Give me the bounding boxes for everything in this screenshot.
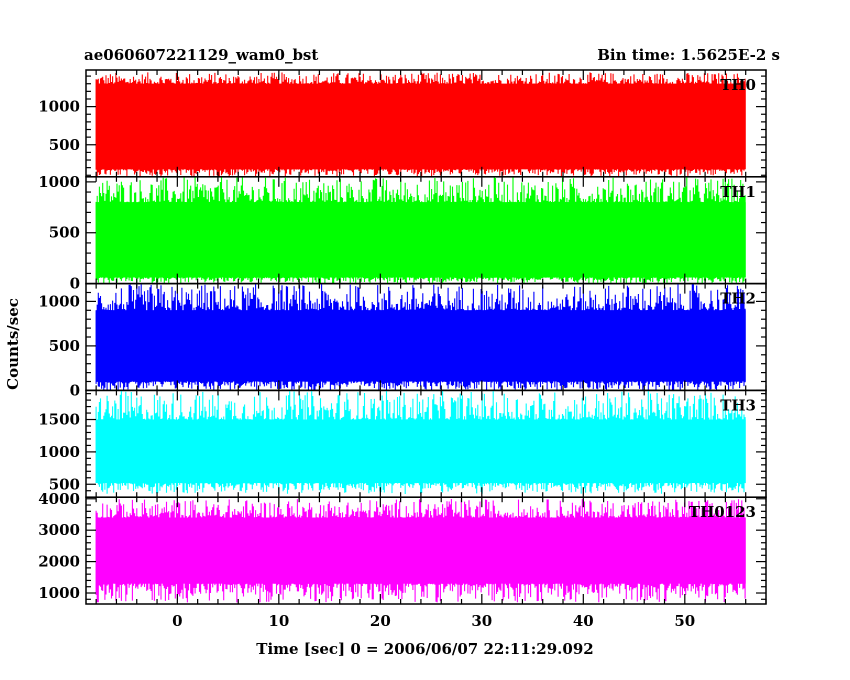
panel-th1: 0 500 1000 TH1 bbox=[38, 173, 767, 293]
x-tick-label: 10 bbox=[268, 612, 289, 630]
y-tick-label: 3000 bbox=[38, 521, 80, 539]
y-tick-label: 1000 bbox=[38, 584, 80, 602]
panel-label-th0123: TH0123 bbox=[689, 503, 756, 521]
series-trace-th0 bbox=[95, 72, 746, 177]
x-tick-label: 30 bbox=[471, 612, 492, 630]
y-axis-label: Counts/sec bbox=[4, 298, 22, 390]
panel-th0: 500 1000 TH0 bbox=[38, 69, 767, 178]
y-tick-label: 1000 bbox=[38, 173, 80, 191]
y-tick-label: 1500 bbox=[38, 411, 80, 429]
y-tick-label: 500 bbox=[49, 337, 80, 355]
x-axis-label: Time [sec] 0 = 2006/06/07 22:11:29.092 bbox=[256, 640, 593, 658]
panel-label-th2: TH2 bbox=[720, 290, 756, 308]
series-th1 bbox=[95, 176, 746, 284]
y-tick-label: 500 bbox=[49, 475, 80, 493]
x-tick-label: 20 bbox=[370, 612, 391, 630]
x-tick-label: 50 bbox=[674, 612, 695, 630]
series-th2 bbox=[95, 283, 746, 391]
panel-label-th1: TH1 bbox=[720, 183, 756, 201]
y-tick-label: 4000 bbox=[38, 490, 80, 508]
series-th3 bbox=[95, 390, 746, 494]
panel-frame bbox=[85, 496, 767, 605]
series-th0123 bbox=[95, 499, 746, 603]
x-axis: 0 10 20 30 40 50 bbox=[172, 612, 695, 630]
series-trace-th0123 bbox=[95, 499, 746, 603]
x-tick-label: 40 bbox=[573, 612, 594, 630]
panel-th0123: 1000 2000 3000 4000 TH0123 bbox=[38, 490, 767, 605]
series-trace-th2 bbox=[95, 283, 746, 391]
panel-th3: 500 1000 1500 TH3 bbox=[38, 389, 767, 498]
series-th0 bbox=[95, 72, 746, 177]
y-tick-label: 500 bbox=[49, 136, 80, 154]
chart-subtitle-bin-time: Bin time: 1.5625E-2 s bbox=[597, 46, 780, 64]
y-tick-label: 0 bbox=[70, 381, 80, 399]
y-tick-label: 1000 bbox=[38, 443, 80, 461]
series-trace-th3 bbox=[95, 390, 746, 494]
y-tick-label: 1000 bbox=[38, 98, 80, 116]
x-tick-label: 0 bbox=[172, 612, 182, 630]
series-trace-th1 bbox=[95, 176, 746, 284]
y-tick-label: 1000 bbox=[38, 292, 80, 310]
y-tick-label: 2000 bbox=[38, 553, 80, 571]
chart-title: ae060607221129_wam0_bst bbox=[84, 46, 318, 64]
panel-th2: 0 500 1000 TH2 bbox=[38, 282, 767, 399]
panel-label-th3: TH3 bbox=[720, 396, 756, 414]
y-tick-label: 0 bbox=[70, 275, 80, 293]
panel-label-th0: TH0 bbox=[720, 76, 756, 94]
y-tick-label: 500 bbox=[49, 224, 80, 242]
